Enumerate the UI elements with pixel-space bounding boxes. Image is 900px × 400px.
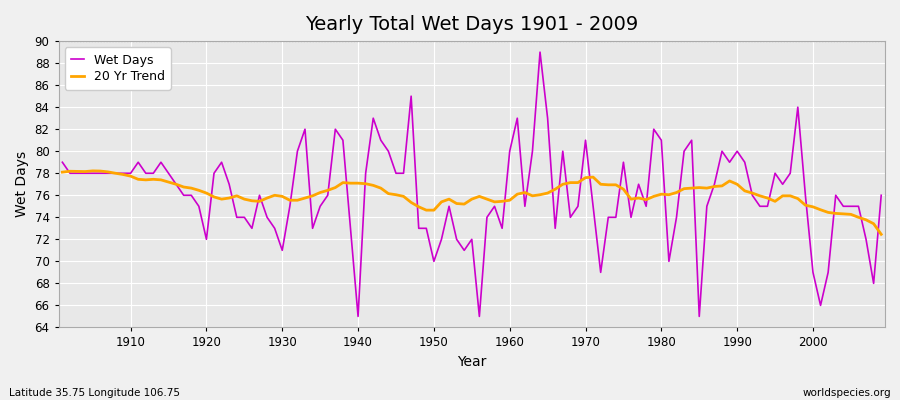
- Wet Days: [876, 193, 886, 198]
- 20 Yr Trend: [876, 232, 886, 237]
- Line: Wet Days: Wet Days: [62, 52, 881, 316]
- Legend: Wet Days, 20 Yr Trend: Wet Days, 20 Yr Trend: [65, 47, 171, 90]
- 20 Yr Trend: [292, 198, 302, 203]
- Wet Days: [535, 50, 545, 54]
- Wet Days: [353, 314, 364, 319]
- Wet Days: [512, 116, 523, 120]
- X-axis label: Year: Year: [457, 355, 487, 369]
- Title: Yearly Total Wet Days 1901 - 2009: Yearly Total Wet Days 1901 - 2009: [305, 15, 638, 34]
- Wet Days: [57, 160, 68, 165]
- Text: Latitude 35.75 Longitude 106.75: Latitude 35.75 Longitude 106.75: [9, 388, 180, 398]
- Wet Days: [330, 127, 341, 132]
- 20 Yr Trend: [603, 182, 614, 187]
- 20 Yr Trend: [57, 170, 68, 174]
- 20 Yr Trend: [504, 198, 515, 203]
- Wet Days: [118, 171, 129, 176]
- Wet Days: [284, 204, 295, 209]
- 20 Yr Trend: [338, 180, 348, 185]
- 20 Yr Trend: [87, 168, 98, 173]
- 20 Yr Trend: [125, 174, 136, 178]
- Wet Days: [504, 149, 515, 154]
- Wet Days: [610, 215, 621, 220]
- 20 Yr Trend: [512, 192, 523, 196]
- Text: worldspecies.org: worldspecies.org: [803, 388, 891, 398]
- Y-axis label: Wet Days: Wet Days: [15, 151, 29, 217]
- Line: 20 Yr Trend: 20 Yr Trend: [62, 171, 881, 234]
